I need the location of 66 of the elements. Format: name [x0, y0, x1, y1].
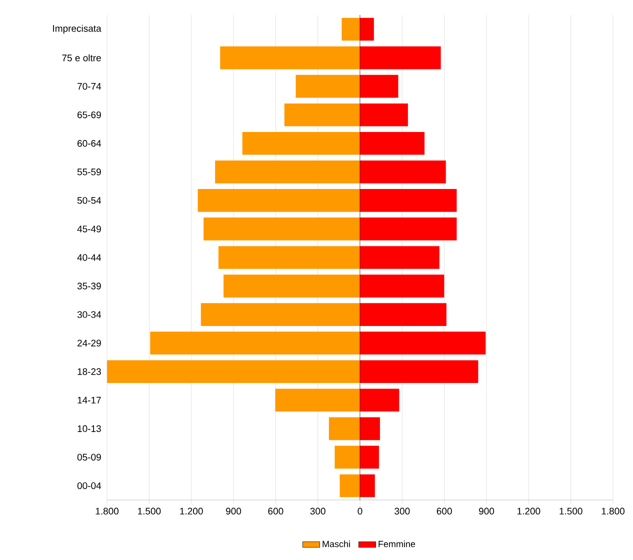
- x-tick-label: 300: [310, 508, 326, 515]
- y-tick-label: 40-44: [77, 254, 102, 261]
- bar: [360, 103, 408, 126]
- y-tick-label: 05-09: [77, 454, 101, 461]
- y-tick-label: 24-29: [78, 340, 101, 346]
- bar: [360, 274, 444, 298]
- x-tick-label: 300: [394, 508, 410, 515]
- bar: [150, 332, 360, 354]
- legend-label: Maschi: [322, 540, 350, 548]
- bar: [218, 246, 360, 269]
- y-tick-label: 75 e oltre: [62, 54, 101, 62]
- bar: [328, 417, 360, 440]
- x-tick-label: 900: [479, 508, 494, 515]
- bar: [360, 474, 375, 498]
- x-tick-label: 1.800: [96, 508, 119, 515]
- bar: [360, 246, 440, 269]
- bar: [200, 303, 360, 326]
- bar: [220, 46, 360, 70]
- y-tick-label: Imprecisata: [53, 24, 102, 34]
- y-tick-label: 35-39: [77, 282, 101, 290]
- y-tick-label: 55-59: [77, 168, 101, 176]
- bar: [360, 132, 425, 155]
- bar: [204, 218, 360, 240]
- x-tick-label: 900: [226, 508, 242, 515]
- x-tick-label: 1.200: [517, 508, 540, 515]
- bar: [242, 132, 360, 155]
- bar: [360, 446, 379, 469]
- bar: [215, 160, 360, 184]
- x-tick-label: 1.800: [602, 508, 624, 515]
- x-tick-label: 600: [268, 508, 284, 515]
- y-tick-label: 45-49: [77, 226, 101, 232]
- x-tick-label: 1.200: [180, 508, 203, 515]
- bar: [340, 474, 360, 498]
- bar: [360, 46, 441, 70]
- bar: [107, 360, 360, 384]
- y-tick-label: 70-74: [78, 82, 102, 90]
- bar: [224, 274, 360, 298]
- bar: [360, 332, 486, 354]
- y-tick-label: 30-34: [77, 311, 102, 318]
- x-tick-label: 600: [436, 508, 452, 515]
- y-tick-label: 60-64: [78, 140, 102, 147]
- bar: [198, 189, 360, 212]
- x-tick-label: 1.500: [560, 508, 582, 515]
- y-tick-label: 65-69: [78, 111, 101, 118]
- y-tick-label: 10-13: [78, 425, 101, 432]
- bar: [360, 18, 374, 41]
- bar: [296, 74, 360, 98]
- bar: [284, 103, 360, 126]
- bar: [360, 74, 398, 98]
- bar: [360, 218, 457, 240]
- legend-label: Femmine: [378, 540, 416, 548]
- bar: [334, 446, 360, 469]
- y-tick-label: 50-54: [77, 197, 102, 204]
- y-tick-label: 18-23: [78, 368, 101, 375]
- bar: [360, 417, 380, 440]
- y-tick-label: 00-04: [77, 482, 102, 490]
- x-tick-label: 1.500: [138, 508, 161, 515]
- bar: [360, 303, 446, 326]
- bar: [360, 189, 457, 212]
- bar: [360, 388, 400, 412]
- bar: [360, 360, 478, 384]
- bar: [275, 388, 360, 412]
- y-tick-label: 14-17: [78, 396, 101, 404]
- bar: [342, 18, 360, 41]
- bar: [360, 160, 446, 184]
- x-tick-label: 0: [358, 508, 362, 515]
